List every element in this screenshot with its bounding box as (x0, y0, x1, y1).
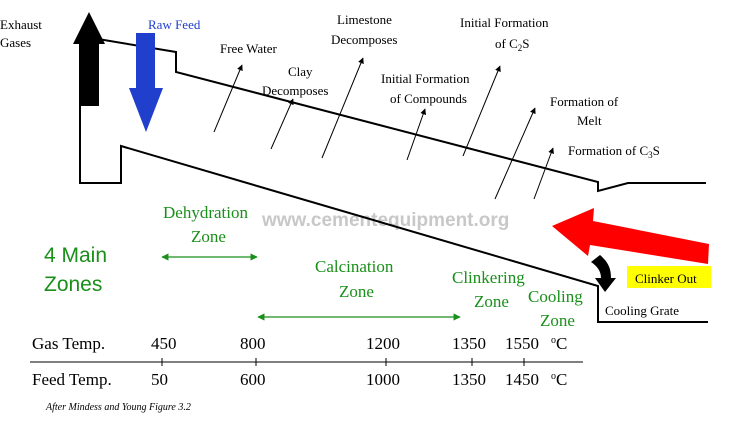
c2s-arrow (462, 65, 501, 157)
cooling-grate-label: Cooling Grate (605, 303, 679, 318)
dehydration-zone-line2: Zone (191, 227, 226, 246)
cooling-zone-line1: Cooling (528, 287, 583, 306)
clinker-out-label: Clinker Out (635, 271, 697, 286)
clinker-out-arrow-icon (591, 255, 616, 292)
free-water-arrow (213, 64, 243, 133)
clay-label-line2: Decomposes (262, 83, 328, 98)
calcination-zone-line2: Zone (339, 282, 374, 301)
compounds-label-line2: of Compounds (390, 91, 467, 106)
clinker-out-box (627, 266, 711, 288)
gas-temp-value: 1200 (366, 334, 400, 353)
limestone-label-line1: Limestone (337, 12, 392, 27)
watermark-text: www.cementequipment.org (261, 210, 509, 231)
clay-label-line1: Clay (288, 64, 313, 79)
gas-temp-label: Gas Temp. (32, 334, 105, 353)
source-note: After Mindess and Young Figure 3.2 (45, 402, 191, 413)
melt-label-line2: Melt (577, 113, 602, 128)
exhaust-label-line1: Exhaust (0, 17, 42, 32)
feed-temp-value: 1000 (366, 370, 400, 389)
main-zones-line2: Zones (44, 273, 102, 296)
kiln-upper-wall (79, 35, 706, 193)
main-zones-line1: 4 Main (44, 244, 107, 267)
cooling-zone-line2: Zone (540, 311, 575, 330)
dehydration-zone-line1: Dehydration (163, 203, 248, 222)
c2s-label-line1: Initial Formation (460, 15, 549, 30)
clinkering-zone-line2: Zone (474, 292, 509, 311)
c2s-label-line2: of C2S (495, 36, 529, 53)
hot-gas-arrow-icon (552, 208, 709, 264)
feed-temp-unit: oC (551, 370, 567, 389)
gas-temp-value: 1550 (505, 334, 539, 353)
gas-temp-value: 450 (151, 334, 177, 353)
compounds-label-line1: Initial Formation (381, 71, 470, 86)
gas-temp-value: 800 (240, 334, 266, 353)
gas-temp-unit: oC (551, 334, 567, 353)
limestone-arrow (321, 57, 364, 159)
calcination-zone-line1: Calcination (315, 257, 394, 276)
feed-temp-value: 50 (151, 370, 168, 389)
exhaust-arrow-icon (73, 12, 105, 106)
gas-temp-value: 1350 (452, 334, 486, 353)
melt-label-line1: Formation of (550, 94, 619, 109)
c3s-arrow (533, 147, 554, 200)
feed-temp-value: 600 (240, 370, 266, 389)
feed-temp-value: 1450 (505, 370, 539, 389)
kiln-lower-wall (79, 95, 708, 323)
compounds-arrow (406, 108, 427, 161)
limestone-label-line2: Decomposes (331, 32, 397, 47)
free-water-label: Free Water (220, 41, 277, 56)
feed-temp-label: Feed Temp. (32, 370, 112, 389)
raw-feed-label: Raw Feed (148, 17, 201, 32)
feed-temp-value: 1350 (452, 370, 486, 389)
raw-feed-arrow-icon (129, 33, 163, 132)
exhaust-label-line2: Gases (0, 35, 31, 50)
clay-arrow (270, 98, 294, 150)
c3s-label: Formation of C3S (568, 143, 660, 160)
clinkering-zone-line1: Clinkering (452, 268, 525, 287)
melt-arrow (494, 107, 536, 200)
temp-ticks (161, 358, 525, 366)
